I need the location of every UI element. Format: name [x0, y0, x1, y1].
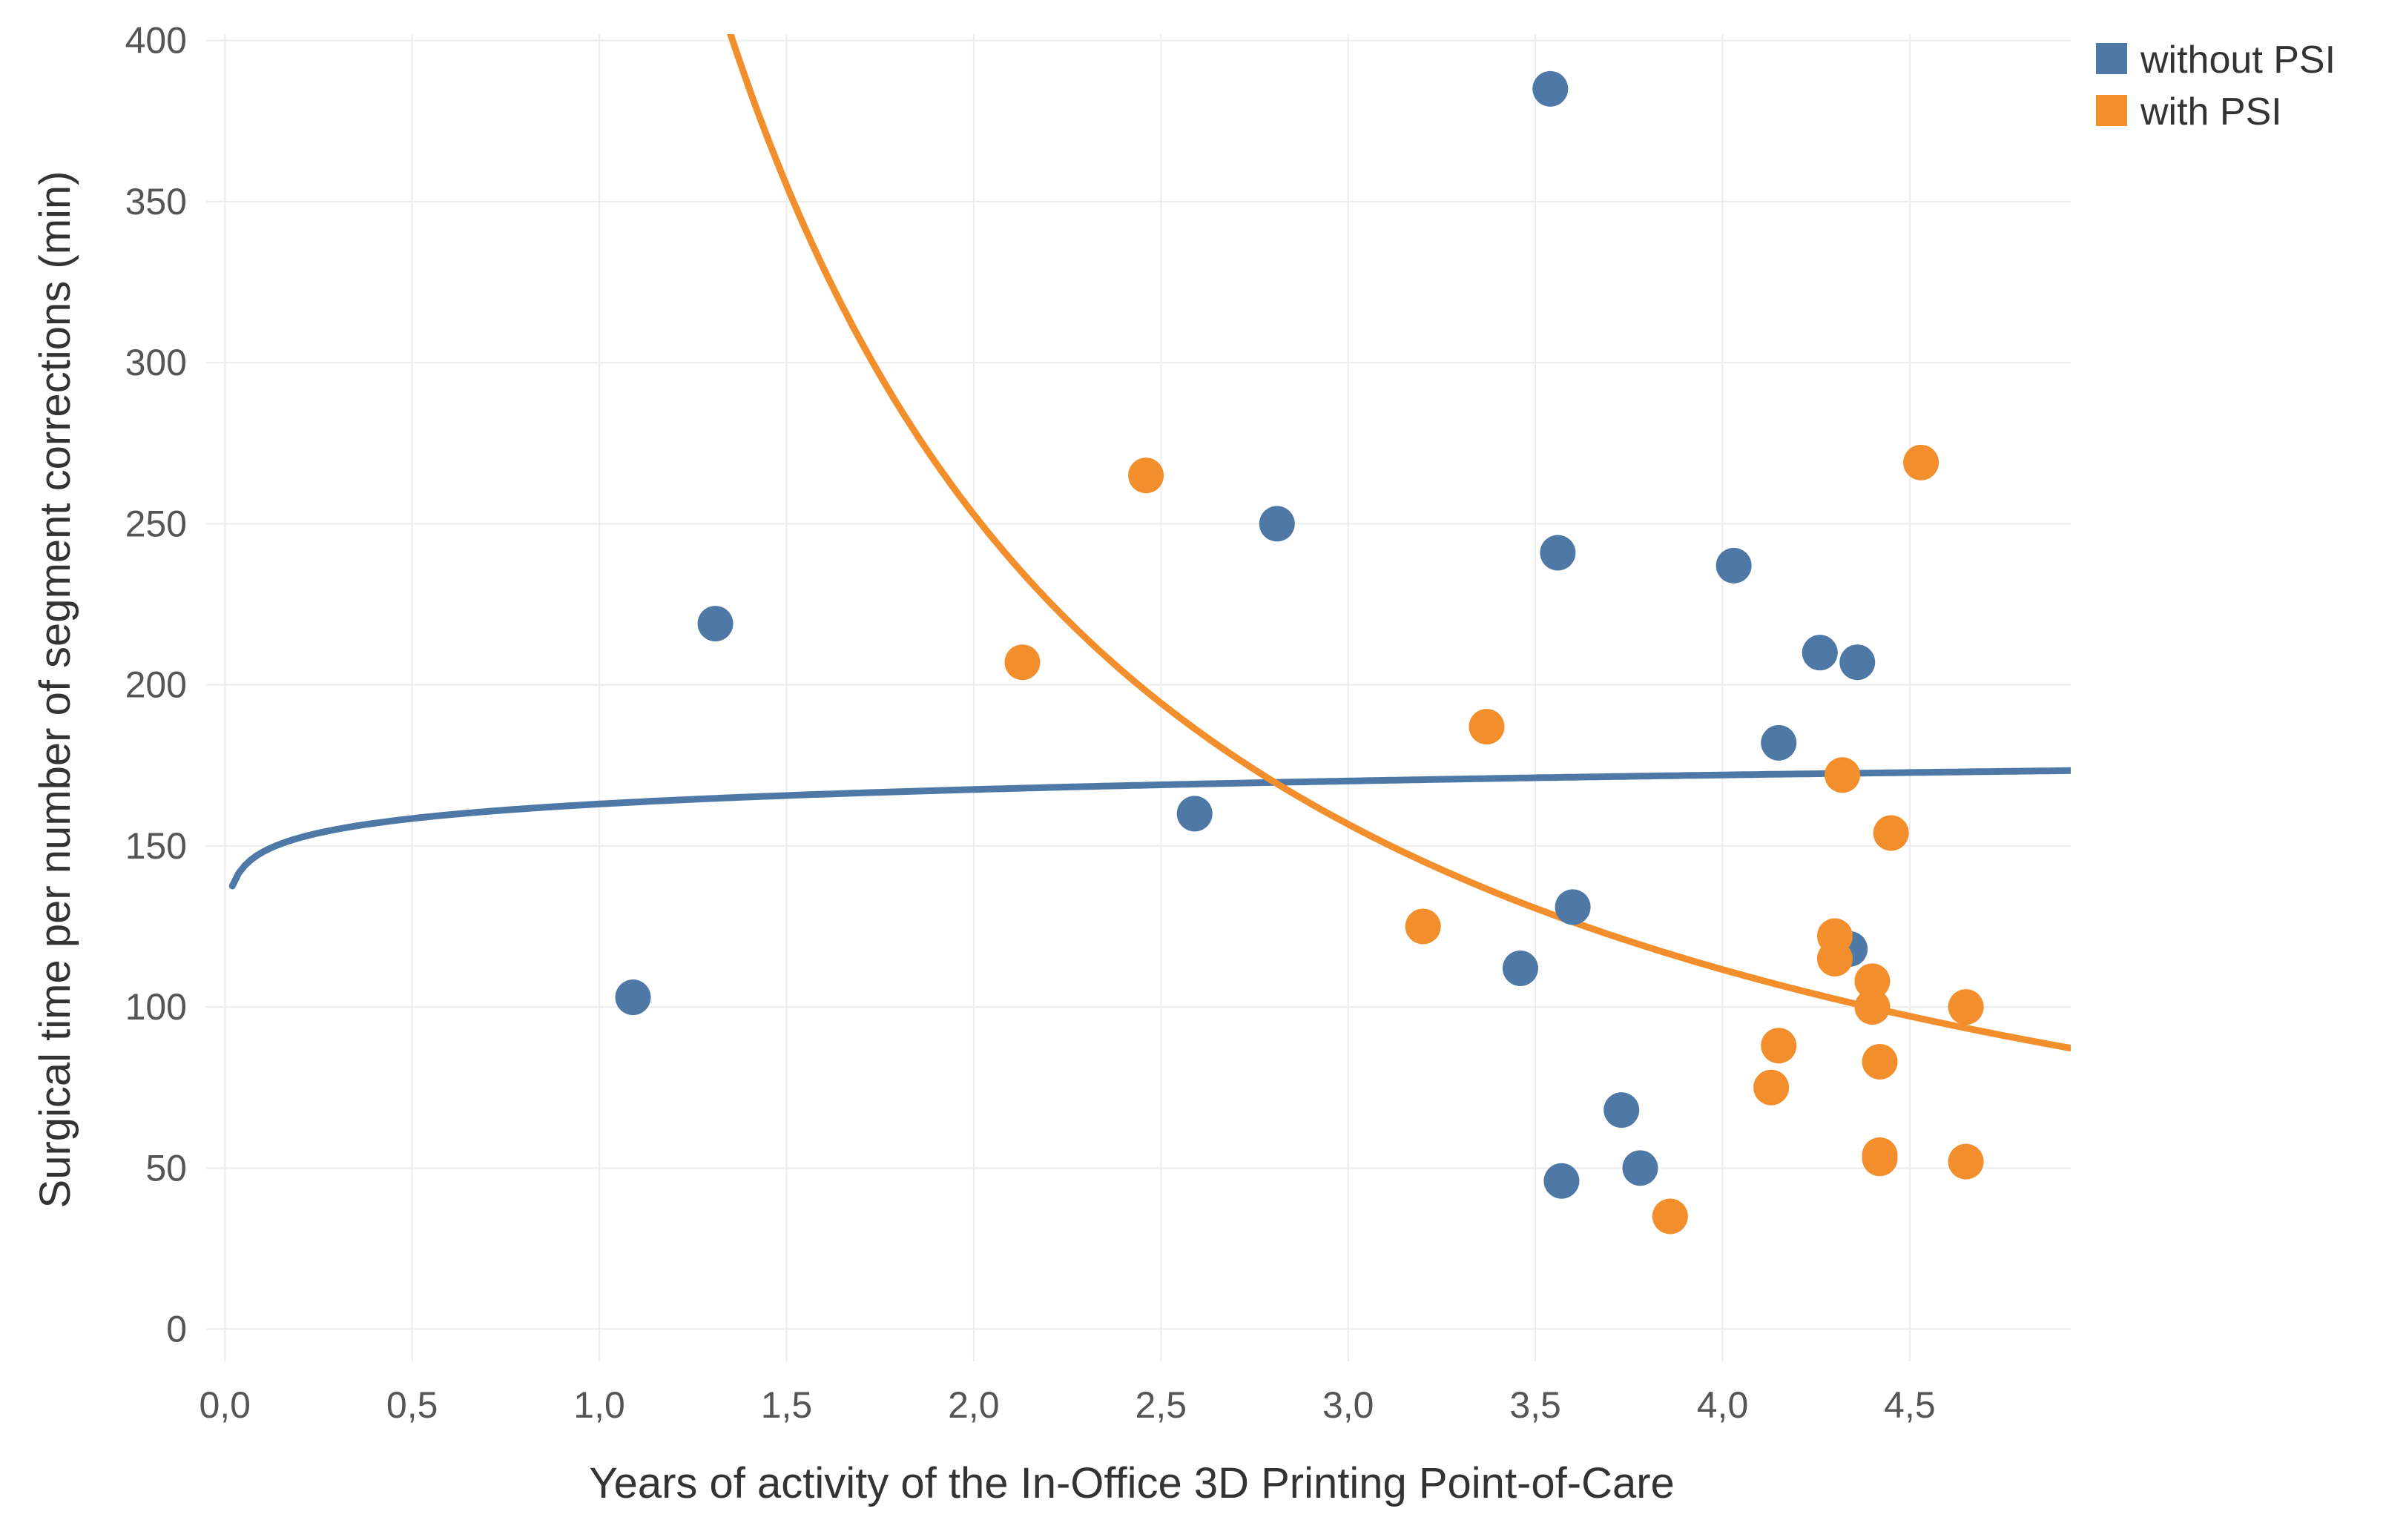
data-point-with-psi [1873, 815, 1909, 851]
legend: without PSI with PSI [2096, 39, 2336, 133]
data-point-with-psi [1469, 709, 1505, 745]
trend-line-with-psi [727, 34, 2071, 1052]
legend-label-with-psi: with PSI [2140, 90, 2282, 133]
data-point-without-psi [1622, 1150, 1658, 1186]
data-point-without-psi [1502, 950, 1538, 986]
data-point-without-psi [1176, 796, 1213, 832]
y-tick-label: 400 [125, 20, 187, 62]
data-point-without-psi [1715, 547, 1752, 584]
x-tick-label: 2,5 [1136, 1384, 1187, 1426]
data-point-with-psi [1903, 444, 1939, 480]
data-point-without-psi [697, 606, 734, 642]
data-point-with-psi [1948, 1143, 1984, 1180]
data-point-with-psi [1854, 989, 1891, 1025]
data-point-with-psi [1825, 757, 1861, 793]
y-tick-label: 0 [166, 1309, 187, 1350]
x-tick-label: 2,0 [948, 1384, 1000, 1426]
x-tick-label: 4,5 [1884, 1384, 1936, 1426]
data-point-without-psi [1604, 1092, 1640, 1128]
data-point-without-psi [1543, 1163, 1580, 1199]
legend-swatch-without-psi [2096, 43, 2127, 74]
data-point-without-psi [1540, 535, 1576, 571]
data-point-with-psi [1761, 1028, 1797, 1064]
data-point-without-psi [1259, 506, 1295, 542]
data-point-with-psi [1862, 1137, 1898, 1173]
y-tick-label: 300 [125, 342, 187, 383]
x-tick-label: 0,0 [199, 1384, 251, 1426]
x-tick-label: 0,5 [386, 1384, 438, 1426]
data-point-with-psi [1652, 1198, 1688, 1235]
data-point-with-psi [1128, 457, 1164, 494]
y-tick-label: 100 [125, 986, 187, 1028]
data-point-with-psi [1854, 963, 1891, 999]
data-point-without-psi [1532, 70, 1569, 107]
data-point-with-psi [1948, 989, 1984, 1025]
y-tick-label: 200 [125, 664, 187, 706]
data-point-with-psi [1004, 644, 1041, 681]
axis-layer: 0,0 0,5 1,0 1,5 2,0 2,5 3,0 3,5 4,0 4,5 0 50 100 150 2… [125, 20, 1936, 1426]
x-axis-title: Years of activity of the In-Office 3D Pr… [589, 1459, 1675, 1507]
x-tick-label: 3,5 [1509, 1384, 1561, 1426]
legend-swatch-with-psi [2096, 95, 2127, 126]
y-tick-label: 250 [125, 503, 187, 544]
x-tick-label: 1,5 [761, 1384, 813, 1426]
data-point-with-psi [1753, 1069, 1790, 1106]
data-point-with-psi [1405, 908, 1441, 945]
data-point-without-psi [1839, 644, 1876, 681]
x-tick-label: 3,0 [1322, 1384, 1374, 1426]
y-tick-label: 350 [125, 181, 187, 222]
y-tick-label: 150 [125, 825, 187, 867]
legend-label-without-psi: without PSI [2140, 39, 2336, 82]
trend-line-without-psi [228, 767, 2071, 890]
y-axis-title: Surgical time per number of segment corr… [31, 171, 79, 1209]
data-point-with-psi [1862, 1043, 1898, 1080]
grid-layer [206, 34, 2071, 1361]
points-layer [615, 70, 1984, 1235]
data-point-without-psi [1761, 724, 1797, 761]
y-tick-label: 50 [145, 1147, 187, 1189]
trend-layer [228, 34, 2071, 1052]
data-point-without-psi [1802, 635, 1838, 671]
x-tick-label: 4,0 [1697, 1384, 1749, 1426]
data-point-without-psi [1555, 889, 1591, 925]
x-tick-label: 1,0 [573, 1384, 625, 1426]
data-point-with-psi [1816, 940, 1853, 976]
data-point-without-psi [615, 979, 651, 1016]
